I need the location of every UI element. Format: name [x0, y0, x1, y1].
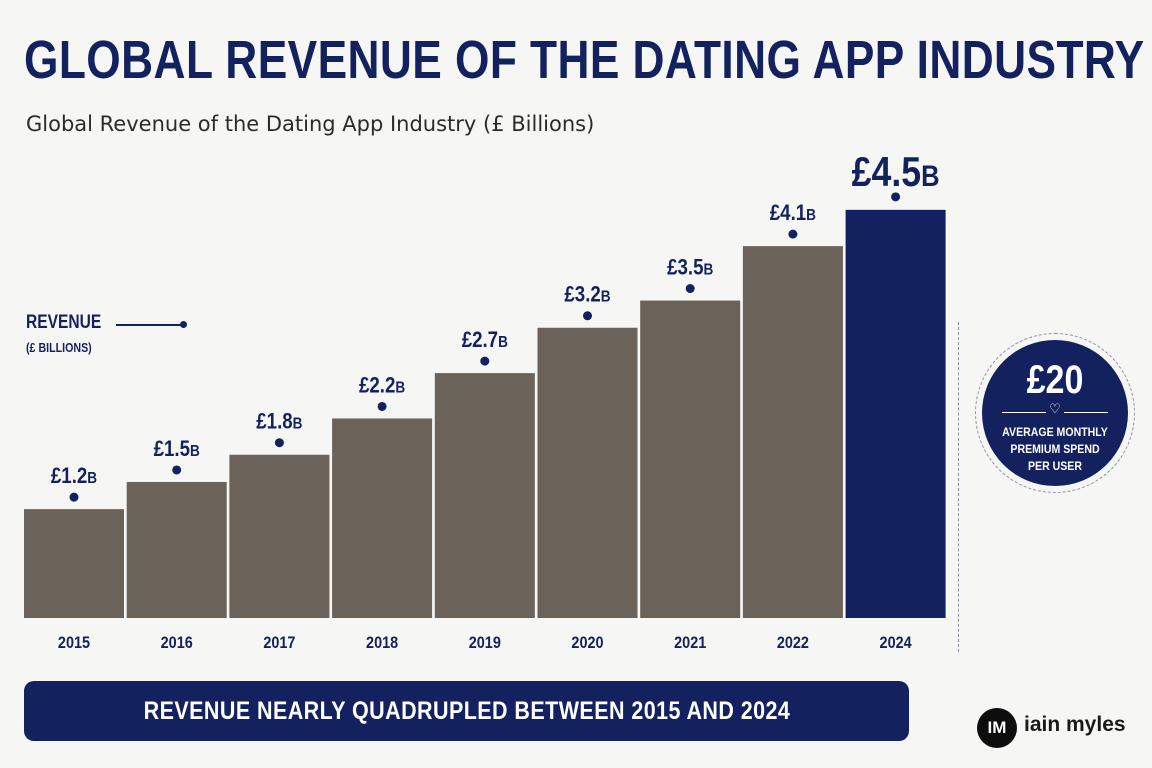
value-label: £3.5B	[667, 256, 713, 280]
legend-label: REVENUE	[26, 312, 102, 333]
bar-marker-dot	[891, 192, 901, 202]
bar-2017	[229, 454, 330, 618]
bar-2021	[640, 300, 741, 618]
stat-badge-line-2: PREMIUM SPEND	[1010, 442, 1100, 456]
x-tick-label: 2016	[161, 634, 193, 652]
value-suffix: B	[190, 443, 200, 460]
value-label: £4.5B	[852, 149, 940, 195]
legend-sublabel: (£ BILLIONS)	[26, 340, 92, 355]
bar-marker-dot	[69, 492, 79, 502]
bar-marker-dot	[377, 401, 387, 411]
bar-marker-dot	[274, 438, 284, 448]
value-suffix: B	[293, 416, 303, 433]
bar-2015	[24, 509, 124, 618]
bar-2018	[332, 418, 433, 618]
stat-badge-value: £20	[1026, 358, 1084, 402]
value-label: £1.5B	[154, 438, 200, 462]
value-suffix: B	[395, 380, 405, 397]
x-tick-label: 2022	[777, 634, 809, 652]
x-tick-label: 2015	[58, 634, 90, 652]
value-suffix: B	[498, 334, 508, 351]
bar-marker-dot	[583, 311, 592, 321]
brand-logo: IM	[977, 708, 1017, 748]
value-suffix: B	[601, 289, 611, 306]
value-label: £1.2B	[51, 465, 97, 489]
bar-2024	[845, 209, 946, 618]
value-suffix: B	[703, 262, 713, 279]
bar-marker-dot	[172, 465, 182, 475]
bar-2019	[434, 373, 535, 618]
stat-badge: £20 ♡ AVERAGE MONTHLY PREMIUM SPEND PER …	[982, 340, 1128, 486]
x-tick-label: 2018	[366, 634, 398, 652]
x-tick-label: 2019	[469, 634, 501, 652]
chart-subtitle: Global Revenue of the Dating App Industr…	[26, 112, 595, 136]
x-tick-label: 2021	[674, 634, 706, 652]
bar-marker-dot	[480, 356, 490, 366]
bar-marker-dot	[788, 229, 798, 239]
heart-icon: ♡	[1049, 402, 1061, 417]
value-label: £2.7B	[462, 329, 508, 353]
value-suffix: B	[806, 207, 816, 224]
bar-2020	[537, 327, 638, 618]
legend-dot-icon	[180, 321, 187, 328]
value-suffix: B	[87, 470, 97, 487]
bar-2016	[126, 481, 227, 618]
value-label: £4.1B	[770, 202, 816, 226]
revenue-bar-chart: £1.2B 2015 £1.5B 2016 £1.8B 2017 £2.2B 2018 £2.7…	[24, 149, 946, 652]
x-tick-label: 2017	[263, 634, 295, 652]
stat-badge-line-3: PER USER	[1027, 459, 1082, 473]
x-tick-label: 2020	[571, 634, 603, 652]
badge-rule-right	[1064, 412, 1108, 413]
bar-marker-dot	[685, 284, 695, 294]
value-label: £3.2B	[564, 283, 610, 307]
legend-connector-line	[116, 324, 182, 326]
value-label: £2.2B	[359, 374, 405, 398]
bar-2022	[742, 246, 843, 618]
x-tick-label: 2024	[880, 634, 912, 652]
dashed-divider	[958, 322, 959, 652]
stat-badge-ring	[975, 333, 1135, 493]
value-suffix: B	[921, 159, 939, 192]
summary-banner: REVENUE NEARLY QUADRUPLED BETWEEN 2015 A…	[24, 681, 909, 741]
stat-badge-line-1: AVERAGE MONTHLY	[1002, 425, 1108, 439]
brand-name: iain myles	[1024, 713, 1126, 736]
badge-rule-left	[1002, 412, 1046, 413]
summary-banner-text: REVENUE NEARLY QUADRUPLED BETWEEN 2015 A…	[143, 697, 790, 725]
value-label: £1.8B	[256, 410, 302, 434]
